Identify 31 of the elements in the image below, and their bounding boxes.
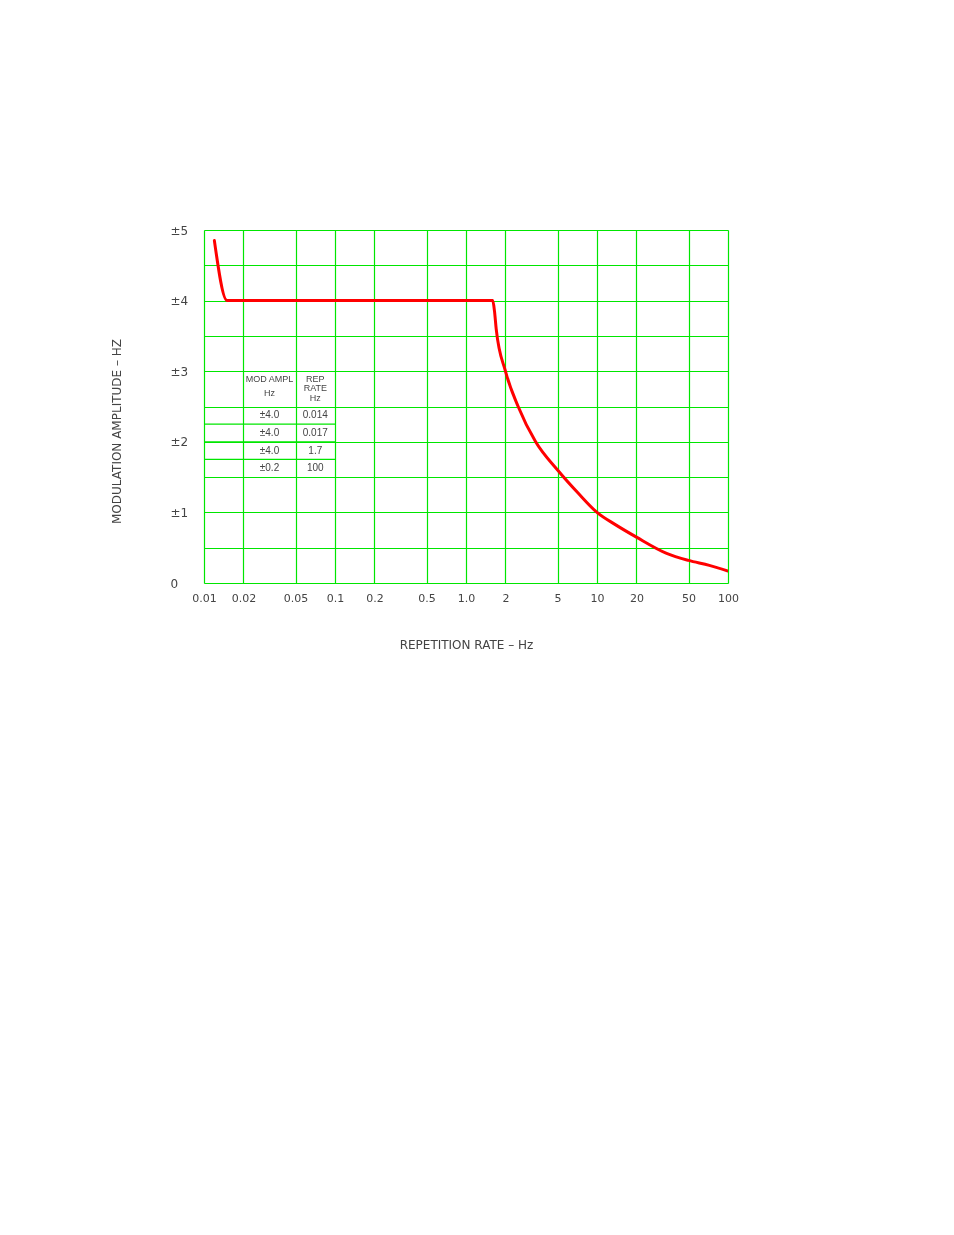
annotation: ±0.2 xyxy=(259,462,280,474)
x-tick-label: 0.05 xyxy=(283,591,309,605)
annotation: REP RATE Hz xyxy=(303,373,327,403)
x-tick-label: 0.1 xyxy=(326,591,345,605)
x-tick-label: 0.5 xyxy=(418,591,436,605)
annotation: MOD AMPL Hz xyxy=(245,373,294,398)
x-tick-label: 50 xyxy=(682,591,697,605)
x-tick-label: 2 xyxy=(502,591,510,605)
annotation: 0.014 xyxy=(302,409,329,421)
x-tick-label: 0.01 xyxy=(192,591,217,605)
x-tick-label: 5 xyxy=(554,591,562,605)
y-tick-label: ±4 xyxy=(170,294,189,309)
x-tick-label: 10 xyxy=(590,591,605,605)
y-tick-label: ±2 xyxy=(170,435,189,450)
annotation: ±4.0 xyxy=(259,444,280,456)
x-tick-label: 100 xyxy=(718,591,739,605)
x-tick-label: 0.2 xyxy=(366,591,384,605)
x-tick-label: 1.0 xyxy=(457,591,476,605)
x-tick-label: 20 xyxy=(629,591,644,605)
y-tick-label: 0 xyxy=(170,576,179,591)
annotation: ±4.0 xyxy=(259,426,280,438)
x-tick-label: 0.02 xyxy=(231,591,257,605)
y-tick-label: ±5 xyxy=(170,223,189,238)
y-tick-label: ±3 xyxy=(170,364,189,379)
y-tick-label: ±1 xyxy=(170,505,189,520)
annotation: 1.7 xyxy=(308,444,323,456)
x-axis-title: REPETITION RATE – Hz xyxy=(399,637,534,652)
annotation: 100 xyxy=(306,462,325,474)
y-axis-title: MODULATION AMPLITUDE – HZ xyxy=(109,339,124,524)
annotation: 0.017 xyxy=(302,426,329,438)
annotation: ±4.0 xyxy=(259,409,280,421)
